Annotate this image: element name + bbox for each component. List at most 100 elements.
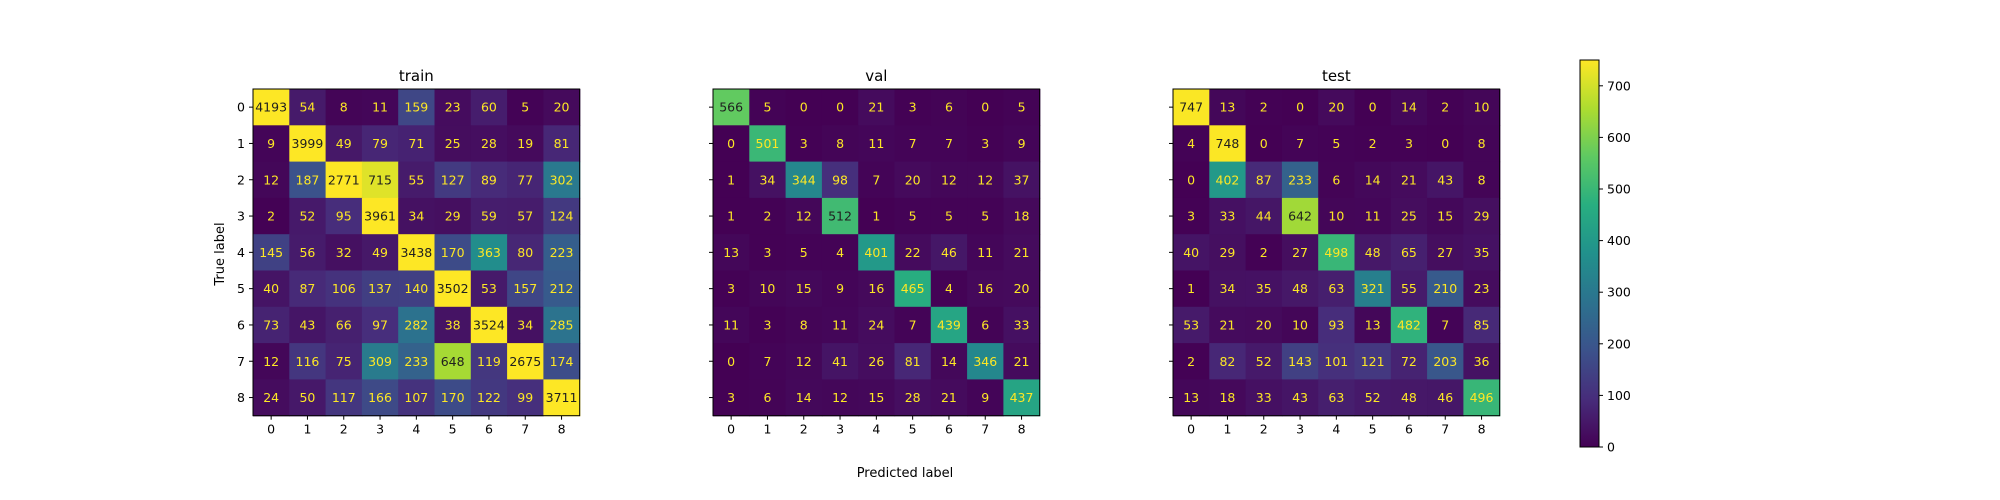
heatmap-cell [1390, 379, 1428, 417]
colorbar-gradient [1579, 59, 1600, 448]
cell-value-label: 15 [868, 390, 884, 405]
colorbar-tick-label: 500 [1607, 182, 1631, 197]
cell-value-label: 33 [1014, 317, 1030, 332]
heatmap-cell [325, 161, 363, 199]
heatmap-cell [894, 306, 932, 344]
cell-value-label: 6 [981, 317, 989, 332]
cell-value-label: 166 [368, 390, 392, 405]
heatmap-cell [1209, 343, 1247, 380]
heatmap-cell [1427, 161, 1464, 199]
cell-value-label: 3502 [437, 281, 469, 296]
cell-value-label: 22 [905, 245, 921, 260]
heatmap-cell [967, 379, 1004, 417]
cell-value-label: 0 [727, 136, 735, 151]
cell-value-label: 13 [1183, 390, 1199, 405]
heatmap-cell [894, 343, 932, 380]
heatmap-cell [1173, 89, 1210, 126]
heatmap-cell [470, 197, 508, 235]
cell-value-label: 89 [481, 172, 497, 187]
cell-value-label: 49 [372, 245, 388, 260]
cell-value-label: 8 [1478, 172, 1486, 187]
heatmap-cell [1318, 161, 1356, 199]
cell-value-label: 18 [1014, 209, 1030, 224]
cell-value-label: 99 [517, 390, 533, 405]
heatmap-cell [1003, 125, 1041, 163]
heatmap-cell [253, 379, 290, 417]
heatmap-cell [1209, 379, 1247, 417]
heatmap-cell [821, 89, 859, 126]
heatmap-cell [325, 89, 363, 126]
heatmap-cell [1173, 306, 1210, 344]
cell-value-label: 9 [981, 390, 989, 405]
heatmap-cell [289, 343, 327, 380]
heatmap-cell [785, 161, 823, 199]
y-tick-label: 7 [237, 354, 245, 369]
cell-value-label: 21 [1401, 172, 1417, 187]
heatmap-cell [967, 197, 1004, 235]
cell-value-label: 46 [1437, 390, 1453, 405]
heatmap-cell [821, 161, 859, 199]
heatmap-cell [713, 379, 750, 417]
cell-value-label: 0 [1187, 172, 1195, 187]
cell-value-label: 21 [941, 390, 957, 405]
heatmap-cell [434, 270, 472, 308]
cell-value-label: 11 [977, 245, 993, 260]
cell-value-label: 285 [550, 317, 574, 332]
heatmap-cell [1209, 161, 1247, 199]
heatmap-cell [507, 234, 544, 272]
heatmap-cell [543, 270, 581, 308]
cell-value-label: 46 [941, 245, 957, 260]
heatmap-cell [470, 89, 508, 126]
heatmap-cell [1354, 379, 1392, 417]
cell-value-label: 28 [481, 136, 497, 151]
heatmap-cell [1463, 270, 1501, 308]
cell-value-label: 65 [1401, 245, 1417, 260]
heatmap-cell [713, 161, 750, 199]
cell-value-label: 75 [336, 354, 352, 369]
heatmap-cell [325, 343, 363, 380]
panel-title: val [865, 67, 887, 85]
heatmap-cell [785, 270, 823, 308]
heatmap-cell [1427, 125, 1464, 163]
heatmap-cell [1003, 343, 1041, 380]
cell-value-label: 233 [1288, 172, 1312, 187]
cell-value-label: 35 [1474, 245, 1490, 260]
cell-value-label: 7 [872, 172, 880, 187]
cell-value-label: 0 [981, 100, 989, 115]
cell-value-label: 48 [1365, 245, 1381, 260]
cell-value-label: 34 [759, 172, 775, 187]
heatmap-cell [507, 343, 544, 380]
heatmap-cell [1209, 306, 1247, 344]
heatmap-cell [507, 161, 544, 199]
cell-value-label: 117 [332, 390, 356, 405]
x-tick-label: 2 [800, 422, 808, 437]
cell-value-label: 159 [404, 100, 428, 115]
cell-value-label: 0 [1296, 100, 1304, 115]
cell-value-label: 1 [872, 209, 880, 224]
heatmap-cell [1245, 306, 1283, 344]
heatmap-cell [434, 89, 472, 126]
heatmap-cell [361, 270, 399, 308]
cell-value-label: 3438 [400, 245, 432, 260]
cell-value-label: 56 [299, 245, 315, 260]
heatmap-cell [1390, 270, 1428, 308]
cell-value-label: 107 [404, 390, 428, 405]
cell-value-label: 223 [550, 245, 574, 260]
cell-value-label: 43 [299, 317, 315, 332]
heatmap-cell [1463, 89, 1501, 126]
heatmap-cell [289, 379, 327, 417]
cell-value-label: 3 [1405, 136, 1413, 151]
x-tick-label: 6 [485, 422, 493, 437]
cell-value-label: 321 [1361, 281, 1385, 296]
cell-value-label: 2771 [328, 172, 360, 187]
cell-value-label: 363 [477, 245, 501, 260]
heatmap-cell [289, 197, 327, 235]
heatmap-cell [1281, 306, 1319, 344]
cell-value-label: 1 [727, 209, 735, 224]
heatmap-cell [1427, 379, 1464, 417]
cell-value-label: 16 [977, 281, 993, 296]
cell-value-label: 52 [1256, 354, 1272, 369]
cell-value-label: 63 [1328, 281, 1344, 296]
cell-value-label: 3999 [292, 136, 324, 151]
